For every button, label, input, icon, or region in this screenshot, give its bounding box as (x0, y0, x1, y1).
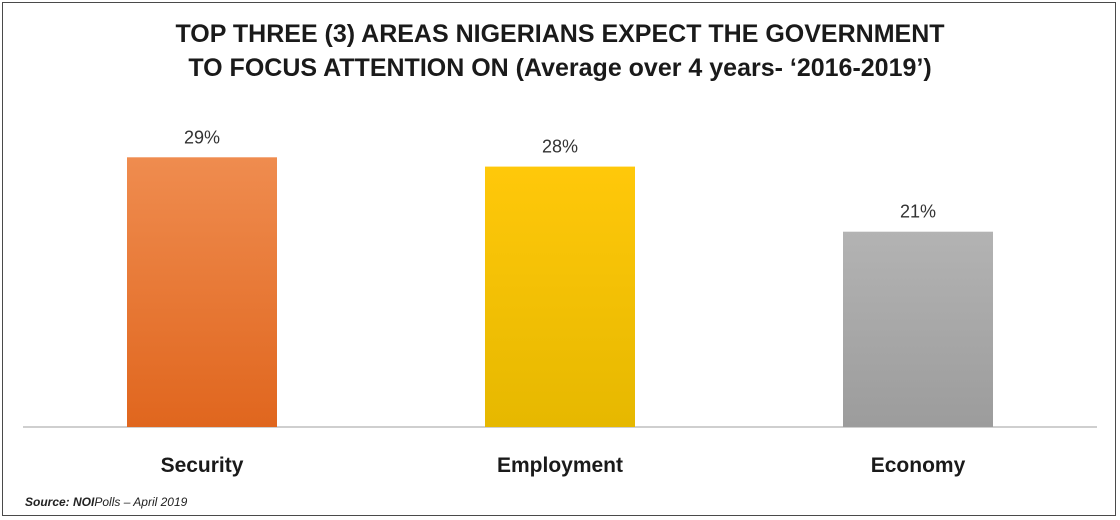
chart-title: TOP THREE (3) AREAS NIGERIANS EXPECT THE… (3, 17, 1117, 85)
category-label-employment: Employment (497, 454, 623, 477)
category-label-economy: Economy (871, 454, 966, 477)
source-rest: Polls – April 2019 (94, 495, 188, 509)
data-label-security: 29% (184, 127, 220, 147)
bar-chart: 29% Security 28% Employment 21% Economy (23, 127, 1097, 477)
chart-title-line-1: TOP THREE (3) AREAS NIGERIANS EXPECT THE… (175, 20, 945, 48)
category-label-security: Security (161, 454, 244, 477)
bar-economy (843, 231, 993, 427)
chart-title-line-2: TO FOCUS ATTENTION ON (Average over 4 ye… (188, 54, 932, 82)
data-label-economy: 21% (900, 202, 936, 222)
source-prefix: Source: (25, 495, 74, 509)
source-org: NOI (73, 495, 95, 509)
bar-security (127, 157, 277, 428)
data-label-employment: 28% (542, 137, 578, 157)
bar-employment (485, 166, 635, 427)
source-note: Source: NOIPolls – April 2019 (25, 495, 187, 509)
